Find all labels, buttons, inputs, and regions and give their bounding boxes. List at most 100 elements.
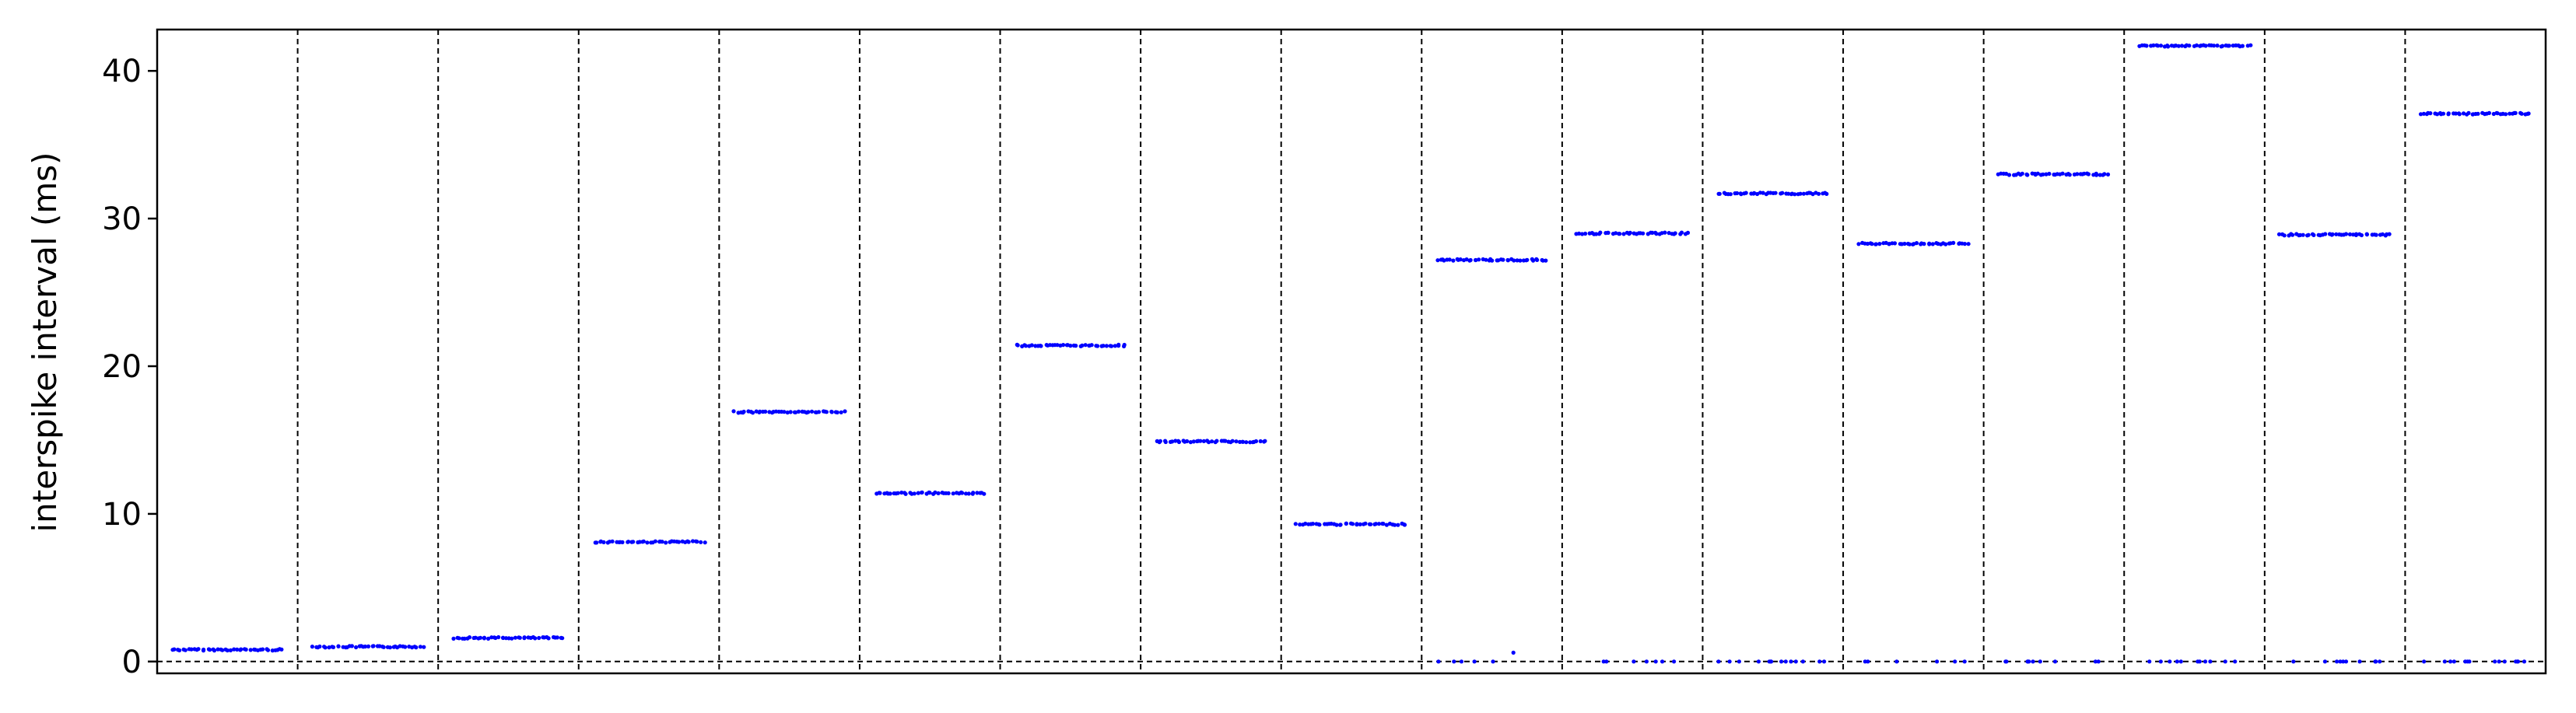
data-point <box>2025 659 2030 664</box>
data-point <box>228 648 233 653</box>
data-point <box>1176 439 1182 445</box>
data-point <box>2364 232 2369 236</box>
data-point <box>843 409 847 414</box>
data-point <box>2334 232 2339 236</box>
data-point <box>2156 44 2161 48</box>
data-point <box>2446 111 2451 116</box>
data-point <box>1083 343 1088 348</box>
data-point <box>225 648 230 653</box>
data-point <box>637 540 642 544</box>
data-point <box>1962 242 1967 246</box>
data-point <box>1663 230 1667 235</box>
data-point <box>1789 659 1793 664</box>
data-point <box>1116 344 1121 348</box>
data-point <box>208 648 212 652</box>
data-point <box>1621 232 1626 236</box>
data-point <box>2035 171 2040 176</box>
data-point <box>1914 241 1919 246</box>
data-point <box>2301 232 2305 237</box>
data-point <box>1617 232 1622 236</box>
data-point <box>1358 522 1362 527</box>
data-point <box>731 409 736 414</box>
segment <box>1015 342 1127 348</box>
data-point <box>1061 343 1066 348</box>
data-point <box>2448 659 2453 664</box>
data-point <box>1373 522 1379 526</box>
data-point <box>1074 344 1078 348</box>
data-point <box>2179 44 2185 48</box>
data-point <box>457 636 461 641</box>
data-point <box>2476 111 2480 116</box>
data-point <box>1717 191 1722 196</box>
data-point <box>555 635 559 640</box>
data-point <box>1381 522 1386 526</box>
data-point <box>1752 190 1757 195</box>
data-point <box>2220 44 2225 48</box>
data-point <box>451 636 456 641</box>
data-point <box>1393 523 1397 527</box>
data-point <box>317 644 322 649</box>
data-point <box>354 645 359 650</box>
data-point <box>1673 231 1677 236</box>
data-point <box>2297 232 2303 237</box>
data-point <box>331 645 336 650</box>
data-point <box>496 634 501 640</box>
data-point <box>1253 439 1259 444</box>
data-point <box>2006 173 2012 177</box>
data-point <box>500 635 506 640</box>
data-point <box>1173 439 1178 443</box>
data-point <box>2453 111 2459 116</box>
data-point <box>951 491 955 496</box>
data-point <box>1039 344 1043 348</box>
data-point <box>1801 191 1806 196</box>
data-point <box>2378 659 2382 664</box>
data-point <box>816 410 822 414</box>
data-point <box>1822 659 1827 664</box>
data-point <box>1614 231 1618 236</box>
data-point <box>794 410 798 414</box>
segment <box>731 409 847 415</box>
data-point <box>513 635 518 640</box>
data-point <box>2044 172 2049 177</box>
data-point <box>172 647 177 652</box>
data-point <box>1303 521 1308 526</box>
segment <box>1996 171 2111 664</box>
data-point <box>1080 343 1085 348</box>
segment <box>874 490 987 496</box>
data-point <box>1505 258 1510 263</box>
data-point <box>327 645 331 650</box>
data-point <box>1927 242 1932 246</box>
data-point <box>2421 111 2426 116</box>
data-point <box>1351 522 1355 526</box>
data-point <box>177 648 182 653</box>
data-point <box>1728 192 1733 197</box>
data-point <box>1744 190 1748 195</box>
data-point <box>1870 242 1874 246</box>
data-point <box>916 491 920 495</box>
data-point <box>1207 440 1211 445</box>
data-point <box>2502 659 2507 664</box>
data-point <box>279 647 284 652</box>
data-point <box>971 491 976 495</box>
data-point <box>2158 659 2163 664</box>
data-point <box>2203 44 2208 48</box>
data-point <box>323 645 328 650</box>
data-point <box>2233 659 2238 664</box>
data-point <box>2441 111 2446 116</box>
data-point <box>676 540 682 544</box>
data-point <box>403 645 408 649</box>
data-point <box>2515 659 2520 664</box>
data-point <box>1435 258 1440 263</box>
data-point <box>1334 523 1339 527</box>
data-point <box>960 491 965 495</box>
data-point <box>936 491 941 496</box>
data-point <box>422 645 426 649</box>
data-point <box>912 491 916 496</box>
plot-frame <box>156 28 2547 675</box>
data-point <box>2093 659 2098 664</box>
data-point <box>763 409 768 414</box>
segment <box>1856 240 1971 664</box>
data-point <box>920 490 924 495</box>
data-point <box>1716 659 1721 664</box>
data-point <box>202 647 206 652</box>
